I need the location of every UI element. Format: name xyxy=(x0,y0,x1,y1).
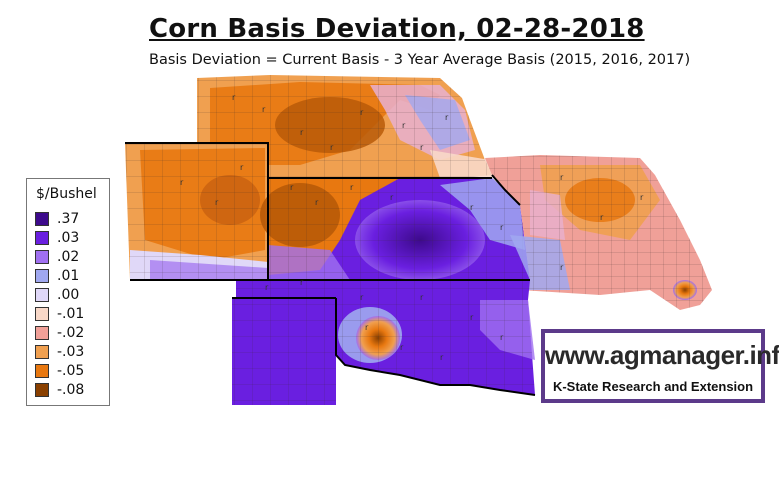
svg-text:r: r xyxy=(470,313,474,322)
legend-label: -.01 xyxy=(57,306,85,322)
svg-text:r: r xyxy=(420,143,424,152)
svg-text:r: r xyxy=(300,278,304,287)
svg-text:r: r xyxy=(470,203,474,212)
svg-text:r: r xyxy=(600,213,604,222)
legend-swatch xyxy=(35,231,49,245)
legend-label: .02 xyxy=(57,249,80,265)
logo-url: www.agmanager.info xyxy=(545,340,779,370)
state-borders xyxy=(125,142,536,396)
legend-item: .03 xyxy=(35,229,107,248)
svg-text:r: r xyxy=(420,293,424,302)
svg-text:r: r xyxy=(440,353,444,362)
legend-swatch xyxy=(35,288,49,302)
legend-item: -.05 xyxy=(35,362,107,381)
svg-text:r: r xyxy=(500,223,504,232)
kansas-region xyxy=(260,178,530,280)
svg-text:r: r xyxy=(330,143,334,152)
logo-organization: K-State Research and Extension xyxy=(552,379,754,394)
legend-swatch xyxy=(35,383,49,397)
legend-item: -.01 xyxy=(35,305,107,324)
missouri-region xyxy=(485,155,712,310)
legend-swatch xyxy=(35,345,49,359)
svg-text:r: r xyxy=(500,333,504,342)
svg-text:r: r xyxy=(400,343,404,352)
legend-item: .01 xyxy=(35,267,107,286)
svg-text:r: r xyxy=(240,163,244,172)
oklahoma-region xyxy=(236,280,535,395)
legend-label: -.02 xyxy=(57,325,85,341)
svg-text:r: r xyxy=(445,113,449,122)
svg-text:r: r xyxy=(640,193,644,202)
legend-title: $/Bushel xyxy=(36,186,97,202)
legend-item: -.02 xyxy=(35,324,107,343)
legend-swatch xyxy=(35,269,49,283)
legend-label: .37 xyxy=(57,211,80,227)
svg-text:r: r xyxy=(180,178,184,187)
nebraska-region xyxy=(197,75,495,178)
svg-text:r: r xyxy=(360,293,364,302)
map-title: Corn Basis Deviation, 02-28-2018 xyxy=(149,14,645,44)
agmanager-logo: www.agmanager.info K-State Research and … xyxy=(541,329,779,403)
svg-text:r: r xyxy=(265,283,269,292)
legend-item: -.03 xyxy=(35,343,107,362)
legend-label: -.05 xyxy=(57,363,85,379)
svg-text:r: r xyxy=(560,263,564,272)
legend-swatch xyxy=(35,307,49,321)
legend-item: .02 xyxy=(35,248,107,267)
legend-label: -.03 xyxy=(57,344,85,360)
legend-label: .01 xyxy=(57,268,80,284)
texas-panhandle-region xyxy=(232,298,336,405)
svg-text:r: r xyxy=(350,183,354,192)
svg-text:r: r xyxy=(215,198,219,207)
legend-swatch xyxy=(35,250,49,264)
map-subtitle: Basis Deviation = Current Basis - 3 Year… xyxy=(149,52,691,68)
legend-swatch xyxy=(35,326,49,340)
legend-item: -.08 xyxy=(35,381,107,400)
svg-text:r: r xyxy=(560,173,564,182)
elevator-markers: r r r r r r r r r r r r r r r r r r r r r r r r r r r r r r xyxy=(180,93,644,362)
svg-text:r: r xyxy=(300,128,304,137)
svg-text:r: r xyxy=(262,105,266,114)
legend-item: .37 xyxy=(35,210,107,229)
svg-text:r: r xyxy=(360,108,364,117)
colorado-region xyxy=(125,143,268,280)
legend-label: .00 xyxy=(57,287,80,303)
legend: $/Bushel .37 .03 .02 .01 .00 -.01 -.02 -.03 -.05… xyxy=(26,178,110,406)
legend-swatch xyxy=(35,364,49,378)
svg-text:r: r xyxy=(232,93,236,102)
svg-text:r: r xyxy=(365,323,369,332)
legend-swatch xyxy=(35,212,49,226)
legend-label: .03 xyxy=(57,230,80,246)
legend-label: -.08 xyxy=(57,382,85,398)
svg-text:r: r xyxy=(315,198,319,207)
svg-text:r: r xyxy=(402,121,406,130)
svg-text:r: r xyxy=(390,193,394,202)
svg-text:r: r xyxy=(290,183,294,192)
legend-item: .00 xyxy=(35,286,107,305)
